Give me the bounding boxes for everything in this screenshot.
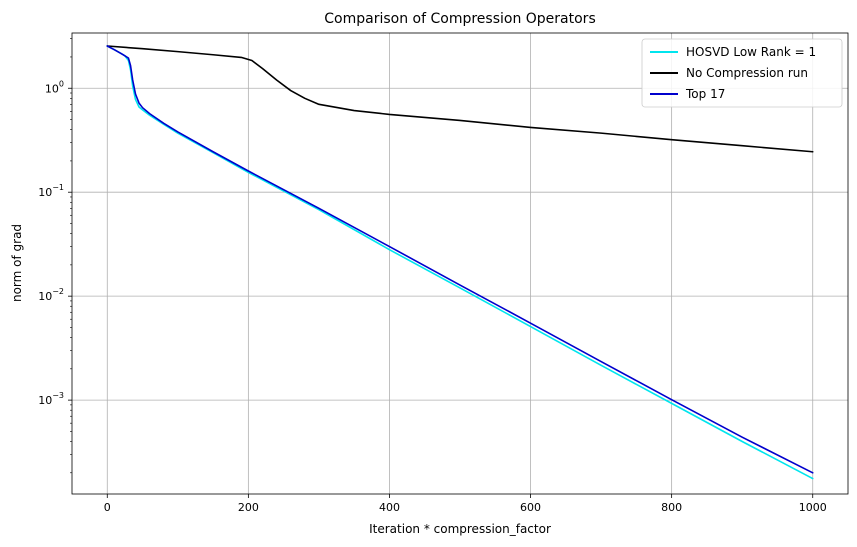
x-tick-label: 400 bbox=[379, 501, 400, 514]
legend-box bbox=[641, 38, 843, 108]
chart-title: Comparison of Compression Operators bbox=[324, 11, 595, 27]
legend-label: HOSVD Low Rank = 1 bbox=[686, 45, 816, 59]
plot-frame bbox=[71, 32, 849, 495]
x-tick-label: 800 bbox=[661, 501, 682, 514]
x-tick-label: 600 bbox=[520, 501, 541, 514]
legend-label: Top 17 bbox=[685, 87, 725, 101]
y-tick-label: 10−1 bbox=[38, 183, 64, 199]
series-line-3 bbox=[106, 45, 814, 474]
legend: HOSVD Low Rank = 1 No Compression run Top … bbox=[641, 38, 843, 108]
y-tick-label: 10−2 bbox=[38, 287, 64, 303]
y-tick-label: 10−3 bbox=[38, 391, 64, 407]
y-axis: 10−3 10−2 10−1 100 bbox=[38, 38, 72, 474]
y-axis-title: norm of grad bbox=[10, 224, 24, 302]
x-tick-label: 0 bbox=[104, 501, 111, 514]
x-axis-title: Iteration * compression_factor bbox=[369, 522, 551, 536]
series-line-2 bbox=[106, 45, 814, 153]
x-tick-label: 200 bbox=[238, 501, 259, 514]
y-tick-label: 100 bbox=[45, 79, 64, 95]
legend-label: No Compression run bbox=[686, 66, 808, 80]
x-axis: 0 200 400 600 800 1000 bbox=[104, 494, 827, 514]
plot-area bbox=[106, 45, 814, 480]
series-line-1 bbox=[106, 45, 814, 480]
x-tick-label: 1000 bbox=[799, 501, 827, 514]
